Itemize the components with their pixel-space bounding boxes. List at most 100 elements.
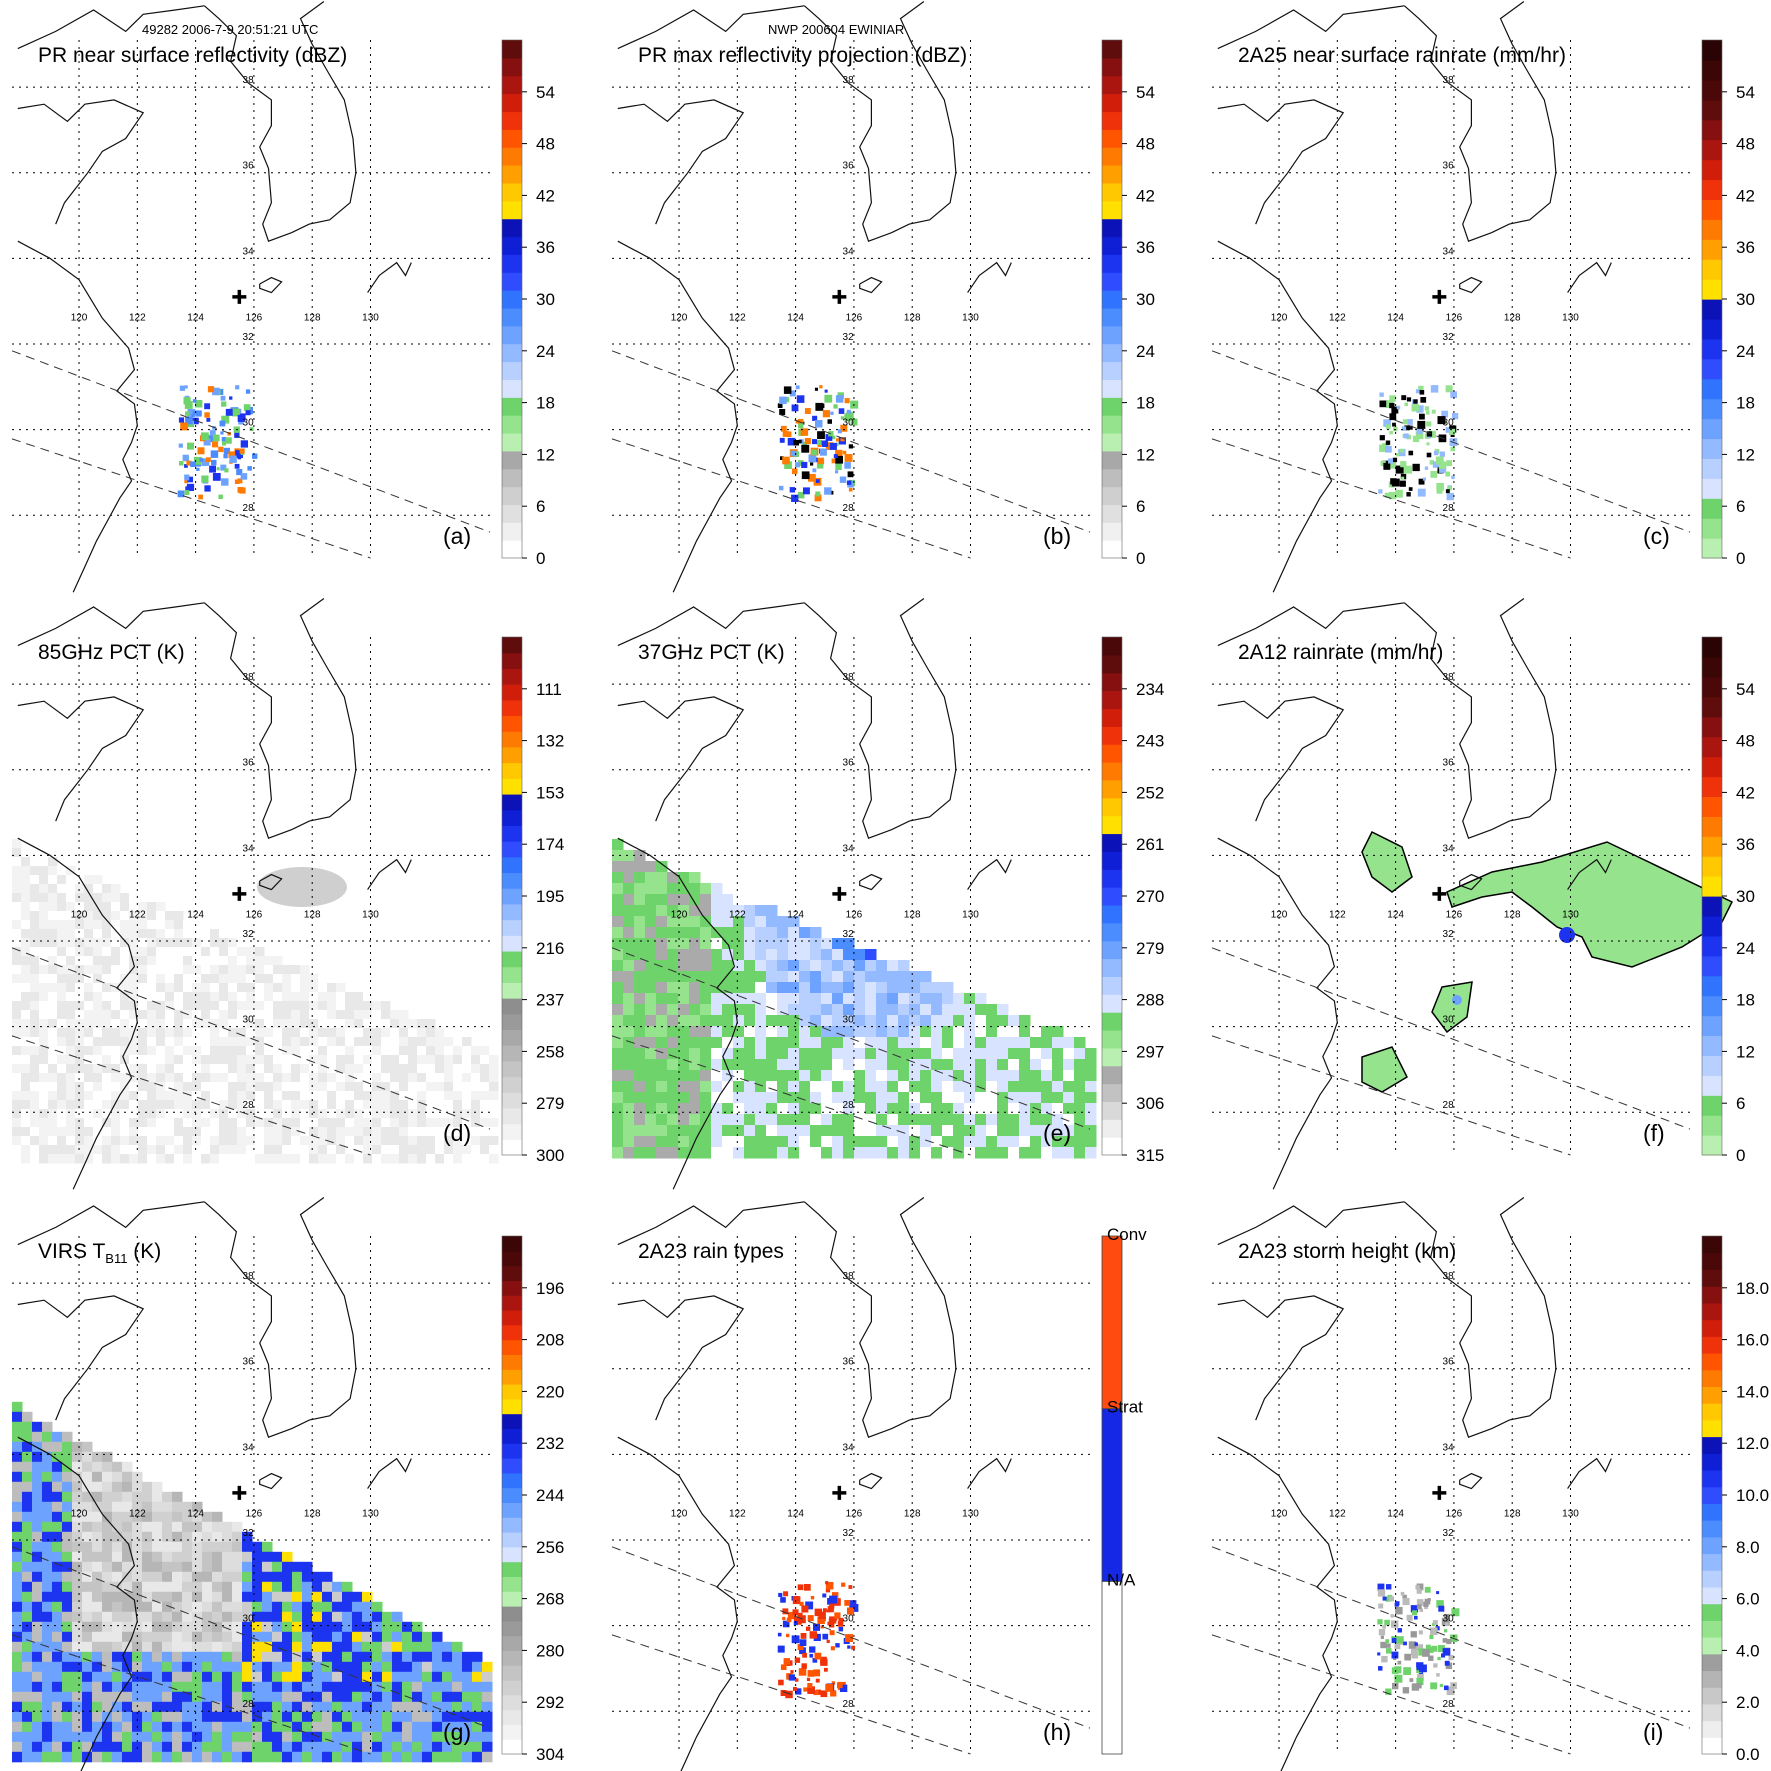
swath-pixel — [22, 1541, 33, 1553]
swath-pixel — [722, 1048, 734, 1060]
swath-pixel — [432, 1651, 443, 1663]
swath-pixel — [112, 1511, 123, 1523]
swath-pixel — [21, 1154, 31, 1164]
swath-pixel — [678, 1147, 690, 1159]
swath-pixel — [327, 1001, 337, 1011]
swath-pixel — [342, 1691, 353, 1703]
swath-pixel — [898, 1092, 910, 1104]
swath-pixel — [612, 883, 624, 895]
pr-pixel — [1412, 435, 1420, 443]
swath-pixel — [232, 1521, 243, 1533]
pr-pixel — [1424, 1605, 1428, 1610]
swath-pixel — [66, 1091, 76, 1101]
colorbar-step — [1102, 1083, 1122, 1103]
swath-pixel — [656, 1059, 668, 1071]
swath-pixel — [252, 1691, 263, 1703]
swath-pixel — [634, 894, 646, 906]
swath-pixel — [272, 1681, 283, 1693]
swath-pixel — [634, 883, 646, 895]
swath-pixel — [986, 1081, 998, 1093]
swath-pixel — [788, 1037, 800, 1049]
colorbar-step — [1102, 1029, 1122, 1049]
swath-pixel — [392, 1651, 403, 1663]
coastline-china — [1217, 1436, 1338, 1771]
swath-pixel — [302, 1631, 313, 1643]
swath-pixel — [887, 993, 899, 1005]
swath-pixel — [21, 1055, 31, 1065]
swath-pixel — [354, 1010, 364, 1020]
swath-pixel — [975, 1048, 987, 1060]
swath-pixel — [1041, 1092, 1053, 1104]
swath-pixel — [202, 1611, 213, 1623]
swath-pixel — [432, 1711, 443, 1723]
swath-pixel — [152, 1661, 163, 1673]
swath-pixel — [138, 1010, 148, 1020]
swath-pixel — [262, 1641, 273, 1653]
colorbar-step — [1102, 815, 1122, 835]
swath-pixel — [212, 1531, 223, 1543]
colorbar-step — [1702, 816, 1722, 837]
lon-label: 124 — [1387, 312, 1404, 323]
swath-pixel — [444, 1100, 454, 1110]
swath-pixel — [22, 1611, 33, 1623]
swath-pixel — [336, 1073, 346, 1083]
pr-pixel — [192, 399, 197, 403]
swath-pixel — [942, 1015, 954, 1027]
swath-pixel — [12, 1491, 23, 1503]
swath-pixel — [237, 1145, 247, 1155]
colorbar-tick-label: 196 — [536, 1279, 564, 1298]
swath-pixel — [909, 982, 921, 994]
swath-pixel — [489, 1109, 499, 1119]
swath-pixel — [733, 1136, 745, 1148]
swath-pixel — [1030, 1147, 1042, 1159]
swath-pixel — [623, 916, 635, 928]
swath-pixel — [147, 1109, 157, 1119]
swath-pixel — [744, 1081, 756, 1093]
swath-pixel — [302, 1651, 313, 1663]
swath-pixel — [964, 1059, 976, 1071]
swath-pixel — [172, 1651, 183, 1663]
swath-pixel — [291, 1145, 301, 1155]
swath-pixel — [192, 1109, 202, 1119]
swath-pixel — [363, 1109, 373, 1119]
lon-label: 128 — [304, 1508, 321, 1519]
swath-pixel — [165, 1154, 175, 1164]
swath-pixel — [700, 971, 712, 983]
swath-pixel — [102, 1651, 113, 1663]
swath-pixel — [799, 1070, 811, 1082]
pr-pixel — [1388, 458, 1394, 464]
swath-pixel — [471, 1154, 481, 1164]
swath-pixel — [309, 1091, 319, 1101]
lat-label: 38 — [843, 75, 855, 86]
swath-pixel — [399, 1046, 409, 1056]
colorbar-step — [1102, 307, 1122, 327]
pr-pixel — [824, 394, 833, 403]
pr-pixel — [825, 1582, 834, 1590]
swath-pixel — [645, 1103, 657, 1115]
swath-pixel — [273, 965, 283, 975]
coastline-shandong — [617, 1295, 745, 1421]
colorbar-step — [1702, 1536, 1722, 1555]
pr-pixel — [1392, 457, 1398, 463]
swath-pixel — [382, 1681, 393, 1693]
swath-pixel — [634, 1136, 646, 1148]
pr-pixel — [799, 1601, 804, 1606]
swath-pixel — [426, 1145, 436, 1155]
swath-pixel — [12, 1481, 23, 1493]
swath-pixel — [372, 1127, 382, 1137]
swath-pixel — [102, 1100, 112, 1110]
swath-pixel — [354, 1055, 364, 1065]
swath-pixel — [788, 1114, 800, 1126]
swath-pixel — [700, 1092, 712, 1104]
swath-pixel — [132, 1561, 143, 1573]
pr-pixel — [849, 1600, 857, 1608]
swath-pixel — [1063, 1070, 1075, 1082]
swath-pixel — [57, 1055, 67, 1065]
swath-pixel — [843, 949, 855, 961]
swath-pixel — [192, 992, 202, 1002]
swath-pixel — [66, 1100, 76, 1110]
swath-pixel — [435, 1118, 445, 1128]
swath-pixel — [843, 1026, 855, 1038]
